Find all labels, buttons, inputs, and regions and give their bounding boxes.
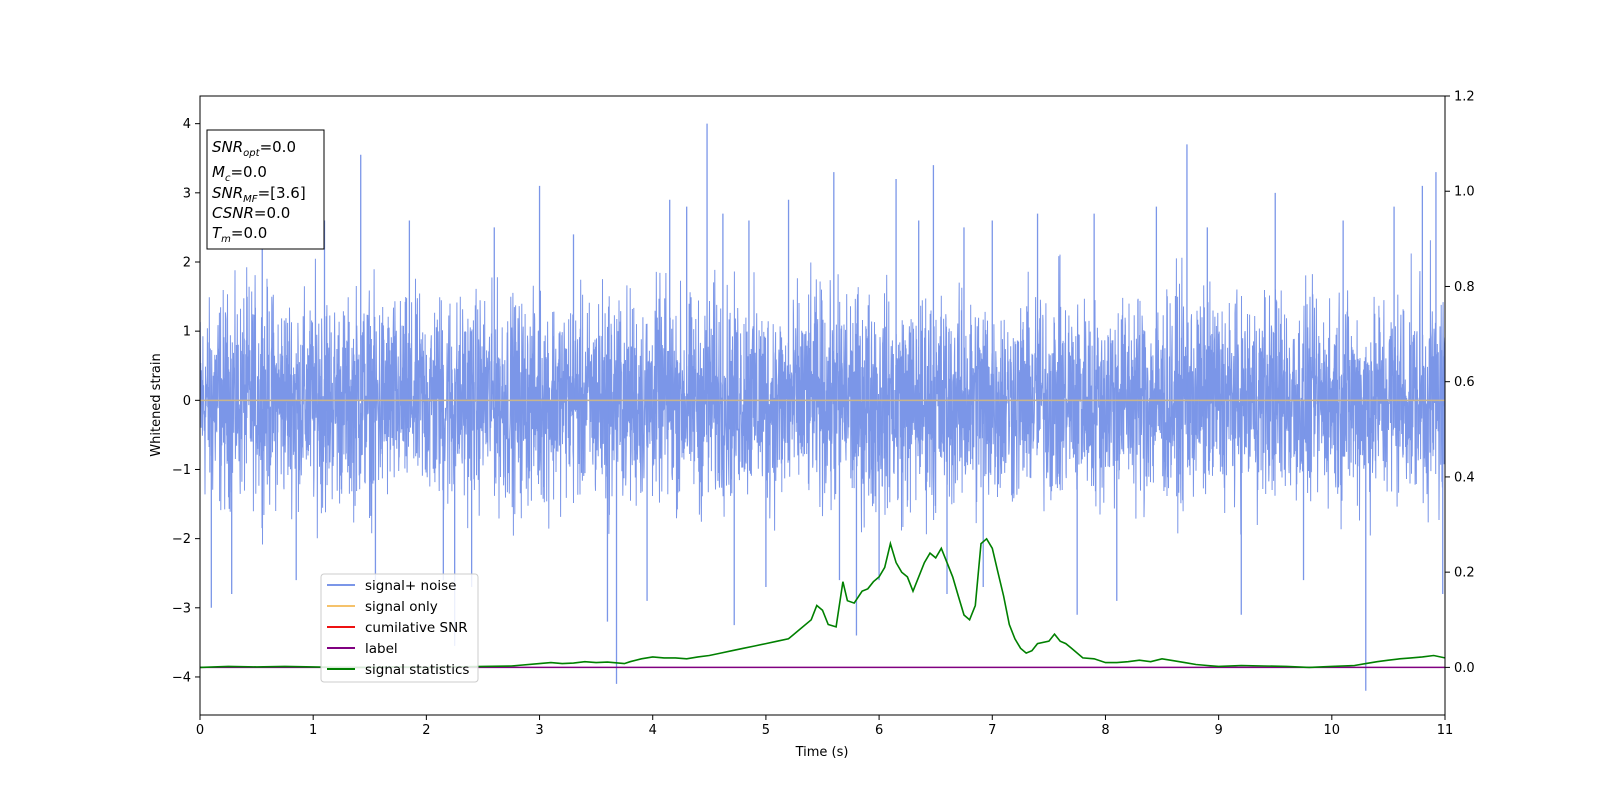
info-line-snr-mf: SNRMF=[3.6] <box>212 184 306 205</box>
legend-label-signal-noise: signal+ noise <box>365 578 456 594</box>
info-box-frame <box>206 129 325 250</box>
x-tick-label: 11 <box>1437 723 1454 738</box>
x-tick-label: 7 <box>988 723 996 738</box>
y-tick-label: −3 <box>172 601 191 616</box>
x-tick-label: 3 <box>535 723 543 738</box>
x-tick-label: 10 <box>1324 723 1341 738</box>
signal-statistics-line <box>200 537 1445 669</box>
legend-label-signal-statistics: signal statistics <box>365 662 469 678</box>
y-axis-label: Whitened strain <box>149 353 164 456</box>
info-line-csnr: CSNR=0.0 <box>212 204 290 222</box>
y-tick-label: 4 <box>183 117 191 132</box>
y2-tick-label: 1.0 <box>1454 185 1475 200</box>
info-line-snr-opt: SNRopt=0.0 <box>212 138 296 159</box>
x-axis: 0 1 2 3 4 5 6 7 8 9 10 11 <box>196 715 1453 738</box>
y-axis-right: 1.2 1.0 0.8 0.6 0.4 0.2 0.0 <box>1445 90 1475 676</box>
x-tick-label: 0 <box>196 723 204 738</box>
x-tick-label: 1 <box>309 723 317 738</box>
y-tick-label: 1 <box>183 325 191 340</box>
y2-tick-label: 1.2 <box>1454 90 1475 105</box>
y2-tick-label: 0.0 <box>1454 661 1475 676</box>
y-tick-label: −1 <box>172 463 191 478</box>
y2-tick-label: 0.6 <box>1454 375 1475 390</box>
y-tick-label: 2 <box>183 255 191 270</box>
info-line-tm: Tm=0.0 <box>212 224 267 245</box>
y-tick-label: −2 <box>172 532 191 547</box>
x-tick-label: 2 <box>422 723 430 738</box>
plot-frame <box>199 95 1446 716</box>
legend: signal+ noise signal only cumilative SNR… <box>320 573 479 683</box>
y-axis-left: 4 3 2 1 0 −1 −2 −3 −4 <box>172 117 200 685</box>
x-tick-label: 8 <box>1101 723 1109 738</box>
x-tick-label: 9 <box>1214 723 1222 738</box>
y2-tick-label: 0.4 <box>1454 470 1475 485</box>
x-axis-label: Time (s) <box>795 745 849 760</box>
signal-noise-line <box>200 240 1445 545</box>
x-tick-label: 5 <box>762 723 770 738</box>
y-tick-label: 3 <box>183 186 191 201</box>
x-tick-label: 6 <box>875 723 883 738</box>
signal-statistics-series <box>200 537 1445 669</box>
legend-label-label: label <box>365 641 398 657</box>
legend-frame <box>320 573 479 683</box>
y-tick-label: 0 <box>183 394 191 409</box>
y-tick-label: −4 <box>172 670 191 685</box>
y2-tick-label: 0.8 <box>1454 280 1475 295</box>
info-line-mc: Mc=0.0 <box>212 163 267 184</box>
y2-tick-label: 0.2 <box>1454 566 1475 581</box>
legend-label-cumulative-snr: cumilative SNR <box>365 620 468 636</box>
x-tick-label: 4 <box>649 723 657 738</box>
info-box: SNRopt=0.0 Mc=0.0 SNRMF=[3.6] CSNR=0.0 T… <box>206 129 325 250</box>
legend-label-signal-only: signal only <box>365 599 438 615</box>
